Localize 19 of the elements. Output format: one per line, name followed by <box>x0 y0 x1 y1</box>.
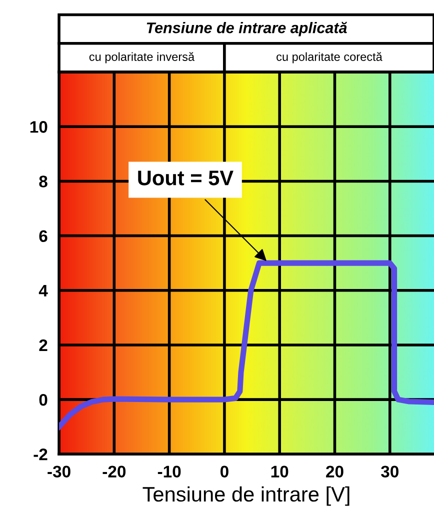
y-tick-label: 0 <box>39 394 48 406</box>
x-tick-label: -10 <box>158 466 181 478</box>
x-tick-label: 10 <box>271 466 288 478</box>
x-tick-label: 30 <box>381 466 398 478</box>
x-axis-title: Tensiune de intrare [V] <box>142 486 350 506</box>
chart-title: Tensiune de intrare aplicată <box>146 22 347 36</box>
y-tick-label: 10 <box>30 121 48 133</box>
x-tick-label: -30 <box>48 466 70 478</box>
text: cu polaritate inversă <box>89 52 195 64</box>
y-tick-label: 8 <box>39 176 48 188</box>
y-tick-label: 2 <box>39 339 48 352</box>
x-tick-label: 0 <box>220 466 228 478</box>
y-tick-label: 4 <box>38 284 48 296</box>
y-tick-label: 6 <box>39 230 48 242</box>
x-tick-label: 20 <box>326 466 344 478</box>
y-tick-label: -2 <box>34 448 48 460</box>
text: cu polaritate corectă <box>276 52 382 64</box>
annotation: Uout = 5V <box>138 170 234 186</box>
x-tick-label: -20 <box>102 466 126 478</box>
